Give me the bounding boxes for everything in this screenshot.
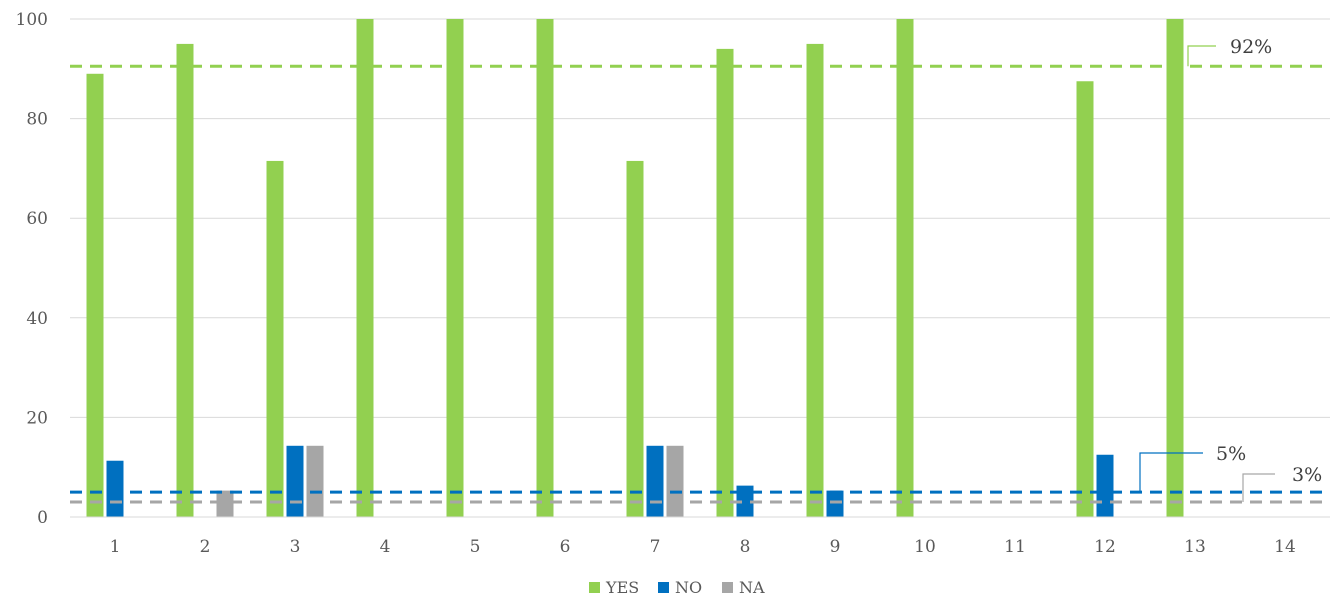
reference-label-na: 3%	[1292, 464, 1322, 486]
bar-yes-5	[446, 19, 464, 517]
bar-yes-4	[356, 19, 374, 517]
bar-yes-3	[266, 160, 284, 517]
bar-yes-10	[896, 19, 914, 517]
gridlines	[70, 18, 1330, 518]
x-tick-label: 3	[290, 537, 301, 557]
x-tick-label: 1	[110, 537, 121, 557]
bar-yes-12	[1076, 81, 1094, 517]
bar-yes-2	[176, 43, 194, 518]
x-tick-label: 13	[1184, 537, 1206, 557]
legend-swatch-yes	[589, 582, 600, 593]
reference-label-yes: 92%	[1230, 36, 1272, 58]
reference-leader-na	[1242, 473, 1275, 503]
bar-na-3	[306, 445, 324, 517]
bar-no-7	[646, 445, 664, 517]
bar-na-2	[216, 490, 234, 517]
bar-no-12	[1096, 454, 1114, 517]
bar-yes-7	[626, 160, 644, 517]
x-tick-label: 14	[1274, 537, 1296, 557]
x-tick-label: 2	[200, 537, 211, 557]
x-tick-label: 12	[1094, 537, 1116, 557]
x-tick-label: 7	[650, 537, 661, 557]
x-tick-label: 6	[560, 537, 571, 557]
legend-label-na: NA	[739, 578, 765, 597]
y-tick-label: 40	[26, 309, 48, 329]
x-tick-label: 11	[1004, 537, 1026, 557]
y-tick-label: 0	[37, 508, 48, 528]
reference-lines: 92% 5% 3%	[70, 36, 1330, 504]
x-tick-label: 10	[914, 537, 936, 557]
y-tick-label: 100	[16, 10, 48, 30]
x-tick-label: 8	[740, 537, 751, 557]
legend-swatch-no	[658, 582, 669, 593]
legend-label-no: NO	[675, 578, 702, 597]
bar-yes-13	[1166, 19, 1184, 517]
bar-yes-1	[86, 73, 104, 517]
reference-leader-yes	[1187, 45, 1216, 67]
bar-yes-6	[536, 19, 554, 517]
x-axis: 1 2 3 4 5 6 7 8 9 10 11 12 13 14	[70, 516, 1330, 557]
y-axis: 0 20 40 60 80 100	[16, 10, 48, 528]
x-tick-label: 5	[470, 537, 481, 557]
y-tick-label: 60	[26, 209, 48, 229]
bar-yes-9	[806, 43, 824, 518]
bar-no-9	[826, 490, 844, 517]
legend: YES NO NA	[589, 578, 765, 597]
bar-no-3	[286, 445, 304, 517]
bar-na-7	[666, 445, 684, 517]
reference-label-no: 5%	[1216, 443, 1246, 465]
bars	[86, 19, 1184, 518]
legend-label-yes: YES	[605, 578, 639, 597]
legend-swatch-na	[722, 582, 733, 593]
x-tick-label: 4	[380, 537, 391, 557]
y-tick-label: 20	[26, 408, 48, 428]
bar-no-1	[106, 460, 124, 517]
x-tick-label: 9	[830, 537, 841, 557]
y-tick-label: 80	[26, 110, 48, 130]
reference-leader-no	[1139, 452, 1203, 493]
bar-yes-8	[716, 48, 734, 517]
